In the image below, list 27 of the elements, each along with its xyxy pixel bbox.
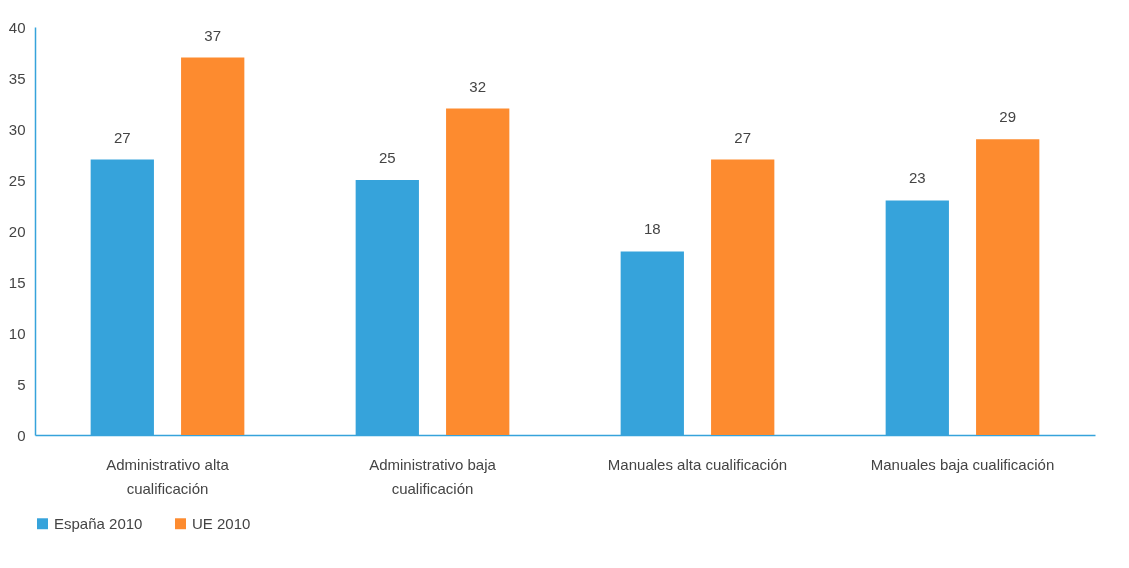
data-label: 27 — [113, 128, 131, 146]
bar — [976, 139, 1040, 435]
y-tick-label: 15 — [8, 273, 26, 291]
bar — [711, 159, 775, 435]
data-label: 32 — [469, 77, 487, 95]
y-tick-label: 35 — [8, 69, 26, 87]
bar — [446, 108, 510, 435]
data-label: 37 — [204, 26, 222, 44]
y-tick-label: 5 — [17, 375, 26, 393]
data-label: 29 — [999, 108, 1017, 126]
x-tick-label: Manuales baja cualificación — [870, 455, 1055, 473]
bar — [181, 57, 245, 435]
y-tick-label: 0 — [17, 426, 26, 444]
y-tick-label: 30 — [8, 120, 26, 138]
x-tick-label: Administrativo baja cualificación — [369, 455, 497, 497]
legend-label: UE 2010 — [192, 514, 251, 532]
y-tick-label: 40 — [8, 18, 26, 36]
data-label: 18 — [643, 220, 661, 238]
data-label: 23 — [908, 169, 926, 187]
y-tick-label: 10 — [8, 324, 26, 342]
x-tick-label: Manuales alta cualificación — [607, 455, 788, 473]
legend-label: España 2010 — [54, 514, 143, 532]
data-label: 27 — [734, 128, 752, 146]
x-tick-label: Administrativo alta cualificación — [106, 455, 230, 497]
data-label: 25 — [378, 149, 396, 166]
y-tick-label: 20 — [8, 222, 26, 240]
y-tick-label: 25 — [8, 171, 26, 189]
